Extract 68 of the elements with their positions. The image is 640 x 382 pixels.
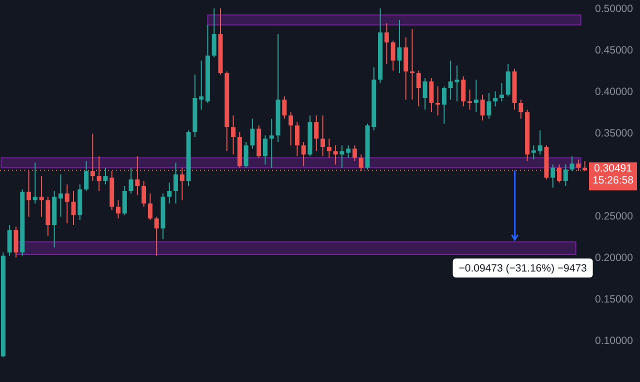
candlestick — [103, 167, 108, 185]
candlestick — [14, 226, 18, 258]
candlestick — [518, 99, 524, 120]
candlestick — [212, 8, 216, 58]
candlestick — [128, 167, 134, 194]
candlestick — [244, 142, 248, 168]
candlestick — [58, 174, 63, 218]
candlestick — [563, 164, 568, 187]
candlestick — [326, 138, 332, 158]
candlestick — [282, 96, 287, 120]
candlestick — [468, 89, 472, 110]
candlestick — [570, 156, 574, 172]
annotation: −0.09473 (−31.16%) −9473 — [458, 262, 588, 275]
candlestick — [480, 94, 485, 121]
candlestick — [250, 118, 255, 150]
candlestick — [436, 86, 440, 116]
candlestick — [346, 144, 351, 158]
candlestick — [506, 63, 510, 97]
candlestick — [90, 133, 95, 182]
y-tick-label: 0.50000 — [595, 2, 634, 15]
candlestick — [263, 134, 268, 165]
candlestick — [531, 144, 536, 160]
candlestick — [429, 78, 434, 113]
y-tick-label: 0.45000 — [595, 44, 634, 56]
candlestick — [154, 216, 159, 256]
candlestick — [416, 70, 421, 107]
y-tick-label: 0.35000 — [595, 128, 634, 140]
candlestick — [422, 78, 428, 110]
candlestick — [199, 60, 204, 110]
candlestick — [288, 112, 294, 146]
candlestick — [320, 114, 325, 157]
candlestick — [116, 200, 120, 219]
ref-line-label: 0.30491 15:26:58 — [592, 162, 634, 186]
candlestick — [32, 162, 38, 204]
candlestick — [474, 79, 478, 113]
candlestick — [84, 160, 89, 192]
candlestick — [442, 86, 446, 124]
candlestick — [461, 76, 466, 107]
candlestick — [499, 82, 504, 102]
candlestick — [39, 176, 44, 218]
y-tick-label: 0.10000 — [595, 335, 634, 348]
candlestick — [122, 186, 127, 216]
candlestick — [550, 164, 556, 188]
candlestick — [397, 19, 402, 74]
candlestick — [269, 118, 274, 168]
candlestick — [352, 144, 357, 162]
candlestick — [493, 90, 498, 107]
candlestick — [390, 40, 396, 72]
y-tick-label: 0.15000 — [595, 294, 634, 306]
candlestick — [167, 182, 172, 204]
candlestick — [340, 144, 344, 168]
y-tick-label: 0.40000 — [595, 86, 634, 98]
candlestick — [410, 28, 414, 100]
candlestick — [314, 114, 319, 152]
candlestick — [486, 92, 492, 120]
y-tick-label: 0.20000 — [595, 252, 634, 264]
candlestick — [174, 162, 178, 204]
y-tick-label: 0.25000 — [595, 210, 634, 223]
candlestick — [301, 142, 306, 167]
candlestick — [294, 122, 300, 157]
candlestick — [333, 144, 338, 165]
candlestick — [142, 180, 146, 208]
candlestick — [64, 184, 70, 224]
candlestick — [231, 114, 236, 155]
candlestick — [384, 22, 389, 64]
candlestick — [538, 130, 542, 155]
candlestick — [7, 224, 12, 256]
candlestick — [148, 192, 152, 221]
